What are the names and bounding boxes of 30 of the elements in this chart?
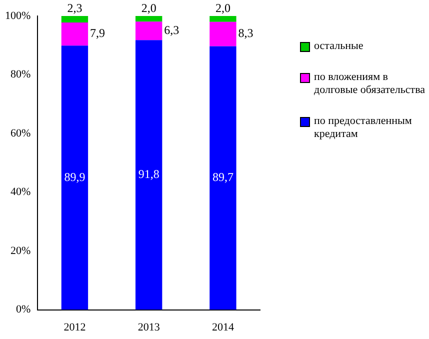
bar bbox=[135, 40, 162, 310]
y-tick-label: 100% bbox=[4, 10, 31, 22]
bar bbox=[61, 46, 88, 310]
data-label: 89,9 bbox=[64, 170, 86, 184]
bar bbox=[135, 16, 162, 22]
bar bbox=[210, 22, 236, 46]
bar bbox=[210, 16, 236, 22]
legend-label: остальные bbox=[314, 40, 364, 53]
y-tick-label: 40% bbox=[10, 186, 31, 198]
x-tick-label: 2013 bbox=[138, 321, 160, 334]
data-label: 2,3 bbox=[67, 0, 82, 15]
data-label: 89,7 bbox=[212, 170, 234, 184]
legend-label: по предоставленным кредитам bbox=[314, 115, 413, 141]
bar bbox=[61, 22, 88, 46]
data-label: 6,3 bbox=[164, 22, 180, 37]
y-tick-label: 20% bbox=[10, 244, 31, 257]
data-label: 8,3 bbox=[238, 26, 254, 40]
y-tick-label: 60% bbox=[10, 127, 31, 140]
legend-label: по вложениям в долговые обязательства bbox=[314, 71, 426, 97]
data-label: 2,0 bbox=[215, 1, 230, 16]
data-label: 2,0 bbox=[141, 0, 156, 15]
bar bbox=[61, 16, 88, 22]
x-tick-label: 2014 bbox=[212, 321, 234, 334]
bar bbox=[210, 46, 236, 310]
x-tick-label: 2012 bbox=[64, 321, 86, 334]
y-tick-label: 0% bbox=[16, 304, 31, 316]
bar bbox=[135, 22, 162, 40]
data-label: 7,9 bbox=[90, 26, 106, 40]
y-tick-label: 80% bbox=[10, 68, 31, 81]
data-label: 91,8 bbox=[138, 167, 160, 182]
